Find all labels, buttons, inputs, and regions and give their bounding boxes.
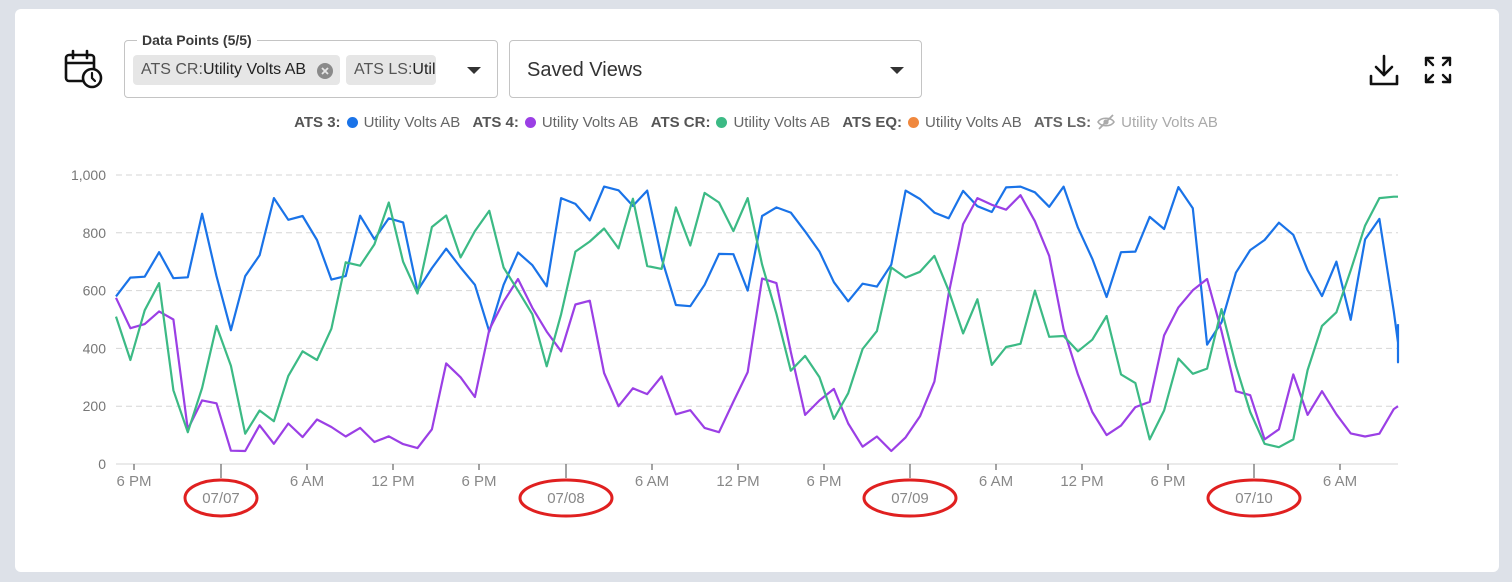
legend-system: ATS 3: — [294, 114, 341, 131]
data-point-chip[interactable]: ATS CR:Utility Volts AB — [133, 55, 340, 85]
legend-system: ATS 4: — [472, 114, 519, 131]
legend-system: ATS CR: — [650, 114, 711, 131]
x-date-label: 07/07 — [202, 490, 240, 507]
date-highlight-ellipse — [1206, 478, 1302, 518]
date-highlight-ellipse — [518, 478, 614, 518]
legend-item-atscr[interactable]: ATS CR: Utility Volts AB — [651, 114, 830, 131]
x-date-label: 07/10 — [1235, 490, 1273, 507]
eye-off-icon — [1097, 114, 1116, 130]
legend-dot — [346, 117, 358, 128]
y-tick-label: 800 — [83, 225, 107, 241]
chevron-down-icon[interactable] — [890, 67, 904, 74]
chip-system: ATS LS: — [354, 61, 413, 78]
x-tick-label: 12 PM — [371, 473, 414, 490]
x-tick-label: 6 PM — [461, 473, 496, 490]
fullscreen-icon[interactable] — [1420, 52, 1456, 88]
legend-system: ATS EQ: — [842, 114, 903, 131]
x-tick-label: 6 PM — [1150, 473, 1185, 490]
legend-point: Utility Volts AB — [363, 114, 461, 131]
legend-item-atsls[interactable]: ATS LS: Utility Volts AB — [1034, 114, 1218, 131]
data-points-select[interactable]: Data Points (5/5) ATS CR:Utility Volts A… — [124, 32, 498, 98]
x-tick-label: 6 PM — [806, 473, 841, 490]
legend-dot — [908, 117, 920, 128]
x-tick-label: 12 PM — [1060, 473, 1103, 490]
x-tick-label: 12 PM — [716, 473, 759, 490]
calendar-clock-icon[interactable] — [63, 49, 105, 91]
x-tick-label: 6 AM — [290, 473, 324, 490]
chip-point: Utility Volts AB — [202, 61, 307, 78]
legend-dot — [524, 117, 536, 128]
legend-point: Utility Volts AB — [541, 114, 639, 131]
chip-point: Util — [412, 61, 436, 78]
x-date-label: 07/09 — [891, 490, 929, 507]
legend-point: Utility Volts AB — [1121, 114, 1218, 131]
chip-system: ATS CR: — [141, 61, 203, 78]
series-line-1 — [115, 194, 1399, 453]
x-tick-label: 6 PM — [116, 473, 151, 490]
series-line-0 — [115, 185, 1400, 364]
y-tick-label: 600 — [83, 283, 107, 299]
legend-point: Utility Volts AB — [925, 114, 1022, 131]
legend-system: ATS LS: — [1033, 114, 1092, 131]
x-date-label: 07/08 — [547, 490, 585, 507]
legend-item-ats4[interactable]: ATS 4: Utility Volts AB — [472, 114, 638, 131]
chip-remove-icon[interactable] — [316, 61, 334, 79]
data-point-chip[interactable]: ATS LS:Util — [346, 55, 436, 85]
saved-views-select[interactable]: Saved Views — [509, 40, 922, 98]
series-line-2 — [114, 191, 1398, 449]
chart-legend: ATS 3: Utility Volts AB ATS 4: Utility Vol… — [0, 114, 1512, 131]
chevron-down-icon[interactable] — [467, 67, 481, 74]
download-icon[interactable] — [1366, 52, 1402, 88]
x-tick-label: 6 AM — [1323, 473, 1357, 490]
x-tick-label: 6 AM — [979, 473, 1013, 490]
legend-point: Utility Volts AB — [733, 114, 831, 131]
y-tick-label: 400 — [83, 340, 107, 356]
date-highlight-ellipse — [862, 478, 958, 518]
y-tick-label: 1,000 — [71, 167, 106, 183]
legend-item-ats3[interactable]: ATS 3: Utility Volts AB — [294, 114, 460, 131]
y-tick-label: 0 — [98, 456, 106, 472]
x-tick-label: 6 AM — [635, 473, 669, 490]
data-points-label: Data Points (5/5) — [137, 32, 257, 48]
y-tick-label: 200 — [83, 398, 107, 414]
legend-item-atseq[interactable]: ATS EQ: Utility Volts AB — [842, 114, 1021, 131]
legend-dot — [716, 117, 728, 128]
saved-views-label: Saved Views — [527, 59, 643, 81]
date-highlight-ellipse — [183, 478, 259, 518]
